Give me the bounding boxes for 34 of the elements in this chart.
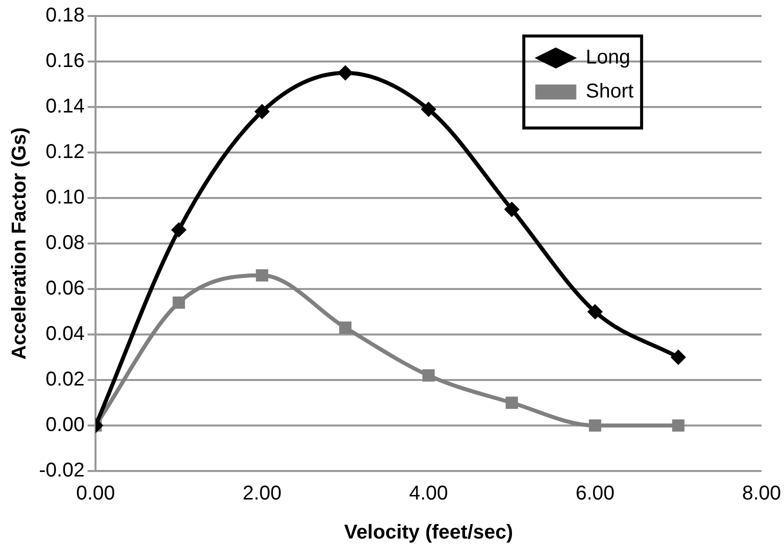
point — [338, 65, 353, 80]
y-tick-label: 0.02 — [46, 368, 85, 391]
point — [506, 396, 518, 409]
point — [422, 369, 435, 382]
y-tick-label: -0.02 — [38, 460, 85, 482]
y-tick-label: 0.16 — [46, 50, 85, 72]
point — [171, 222, 186, 238]
y-tick-label: 0.14 — [46, 96, 85, 118]
point — [339, 322, 352, 334]
y-tick-label: 0.12 — [46, 141, 85, 164]
legend-label: Short — [586, 80, 634, 103]
x-tick-label: 2.00 — [242, 482, 282, 505]
y-tick-label: 0.06 — [46, 278, 85, 300]
x-tick-label: 0.00 — [76, 482, 116, 505]
y-tick-label: 0.00 — [46, 414, 85, 436]
point — [588, 419, 602, 432]
y-tick-label: 0.04 — [46, 323, 85, 346]
legend-label: Long — [586, 46, 630, 69]
x-tick-label: 6.00 — [576, 482, 615, 505]
point — [672, 419, 684, 432]
y-tick-label: 0.10 — [46, 186, 85, 209]
point — [172, 296, 185, 309]
point — [254, 104, 270, 120]
x-tick-label: 4.00 — [409, 482, 448, 505]
y-tick-label: 0.18 — [46, 4, 85, 27]
point — [504, 202, 520, 217]
y-axis-title: Acceleration Factor (Gs) — [8, 127, 31, 360]
x-tick-label: 8.00 — [742, 482, 782, 505]
point — [670, 350, 686, 365]
x-axis-title: Velocity (feet/sec) — [344, 522, 514, 544]
point — [588, 304, 603, 320]
point — [421, 102, 436, 117]
y-tick-label: 0.08 — [46, 232, 85, 254]
point — [256, 269, 268, 282]
